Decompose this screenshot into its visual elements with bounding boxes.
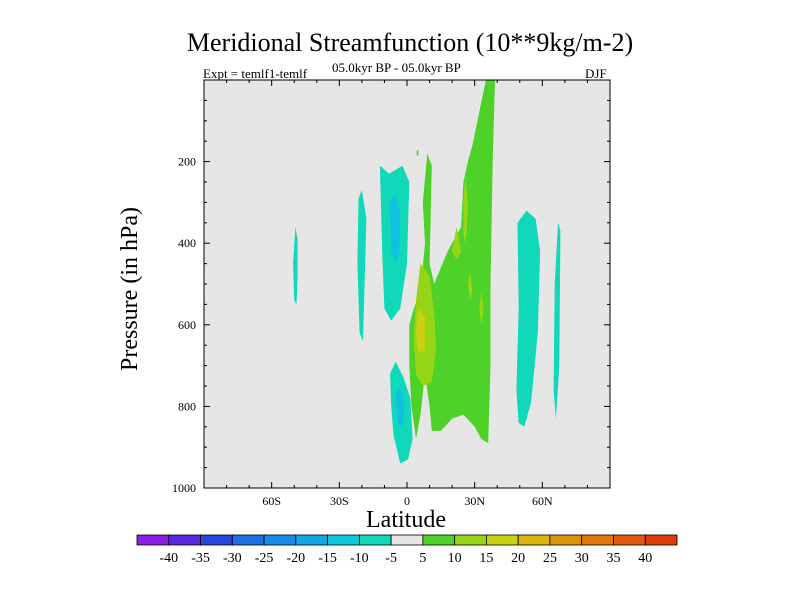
colorbar-label: -40 [159,551,178,566]
x-tick-label: 30N [464,494,485,508]
axes: 200 400 600 800 1000 60S 30S 0 30N 60N [172,79,611,508]
contour-region-pos-10-e [479,292,484,325]
colorbar-label: -30 [223,551,242,566]
colorbar-swatch [549,534,583,546]
contour-region-pos-15-a [416,308,425,354]
chart-title: Meridional Streamfunction (10**9kg/m-2) [186,28,634,57]
contour-region-pos-10-b [452,226,462,260]
y-tick-label: 400 [178,236,196,250]
y-tick-label: 600 [178,318,196,332]
x-tick-label: 60N [532,494,553,508]
colorbar-label: -5 [385,551,397,566]
colorbar-swatch [200,534,233,546]
x-tick-label: 60S [262,494,281,508]
colorbar-swatch [422,534,456,546]
contour-region-neg-5-e [516,210,541,427]
time-range-label: 05.0kyr BP - 05.0kyr BP [332,60,461,75]
colorbar-swatch [454,534,487,546]
colorbar-label: 25 [543,551,557,566]
colorbar-label: 5 [419,551,426,566]
contour-regions [293,80,561,464]
contour-region-pos-10-c [463,173,468,244]
colorbar-swatch [231,534,265,546]
colorbar-label: 10 [448,551,462,566]
colorbar-label: 30 [575,551,589,566]
x-axis-title: Latitude [366,507,446,533]
contour-region-neg-5-b [357,190,367,342]
colorbar-swatch [168,534,201,546]
colorbar-swatch [613,534,646,546]
colorbar-swatch [136,534,170,546]
contour-region-neg-5-a [293,226,298,305]
season-label: DJF [585,66,607,81]
colorbar-swatch [327,534,360,546]
contour-region-neg-10-c [390,194,401,264]
x-tick-label: 30S [330,494,349,508]
contour-region-pos-10-a [413,263,437,386]
y-tick-label: 1000 [172,481,196,495]
colorbar-label: 35 [606,551,620,566]
colorbar-label: -20 [286,551,305,566]
colorbar-label: 40 [638,551,652,566]
y-tick-label: 200 [178,155,196,169]
colorbar-label: -35 [191,551,210,566]
x-tick-label: 0 [404,494,410,508]
experiment-label: Expt = temlf1-temlf [203,66,308,81]
contour-region-neg-5-f [553,222,561,419]
colorbar-swatch [486,534,519,546]
colorbar-label: 20 [511,551,525,566]
contour-region-neg-10-d [395,386,405,427]
contour-region-pos-10-d [467,271,473,301]
y-tick-label: 800 [178,399,196,413]
colorbar-label: -25 [255,551,274,566]
plot-area [204,80,610,488]
colorbar-label: 15 [479,551,493,566]
colorbar-swatch [517,534,551,546]
contour-region-pos-5-small [416,149,419,156]
colorbar: -40 -35 -30 -25 -20 -15 -10 -5 5 10 15 20 25 30 35 40 [136,534,678,566]
y-axis-title: Pressure (in hPa) [117,207,143,371]
colorbar-label: -15 [318,551,337,566]
colorbar-label: -10 [350,551,369,566]
colorbar-swatch [295,534,328,546]
colorbar-swatch [390,534,424,546]
colorbar-swatch [581,534,614,546]
colorbar-swatch [263,534,297,546]
colorbar-swatch [644,534,678,546]
colorbar-swatch [358,534,392,546]
